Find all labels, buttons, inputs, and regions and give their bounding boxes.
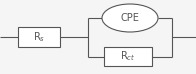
Text: CPE: CPE [121,13,139,23]
Text: R$_{ct}$: R$_{ct}$ [120,50,136,63]
Ellipse shape [102,4,158,32]
FancyBboxPatch shape [104,47,152,66]
FancyBboxPatch shape [18,27,60,47]
Text: R$_s$: R$_s$ [33,30,45,44]
